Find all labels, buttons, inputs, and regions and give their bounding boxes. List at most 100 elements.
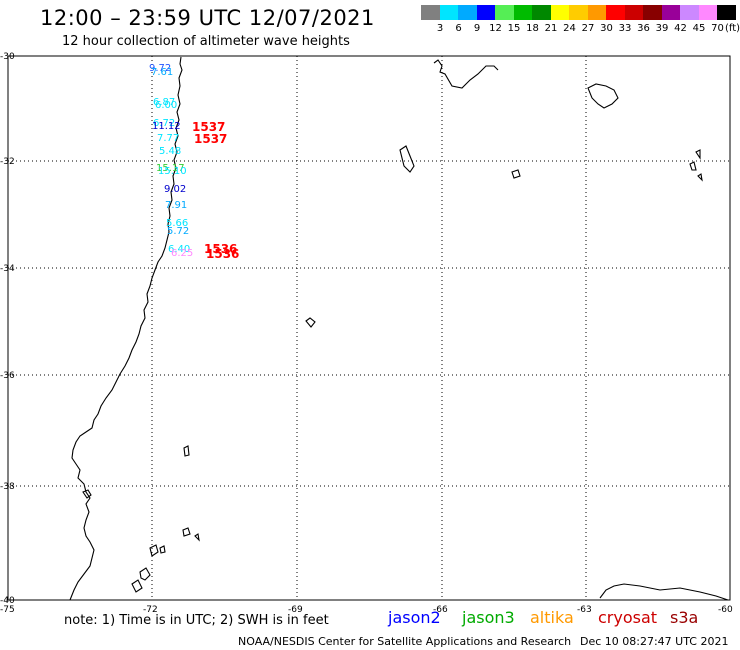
latitude-label: -38	[0, 482, 15, 492]
wave-height-label: 6.40	[168, 244, 190, 255]
coast-valdes-peninsula	[587, 83, 619, 109]
pass-time-label: 1537	[194, 132, 227, 146]
wave-height-label: 6.72	[153, 118, 175, 129]
map-title: 12:00 – 23:59 UTC 12/07/2021	[40, 6, 375, 30]
colorbar-swatch	[587, 5, 606, 20]
colorbar-swatch	[569, 5, 588, 20]
colorbar-label: 33	[618, 23, 632, 34]
coast-islet-13	[697, 173, 703, 182]
colorbar-swatch	[661, 5, 680, 20]
credit-line: NOAA/NESDIS Center for Satellite Applica…	[238, 635, 572, 648]
colorbar-swatch	[439, 5, 458, 20]
colorbar-swatch	[606, 5, 625, 20]
colorbar-label: 39	[655, 23, 669, 34]
coast-islet-9	[399, 145, 415, 173]
colorbar-swatch	[698, 5, 717, 20]
colorbar-label: 3	[436, 23, 444, 34]
longitude-label: -75	[0, 605, 15, 615]
legend-altika: altika	[530, 608, 574, 627]
colorbar-label: 27	[581, 23, 595, 34]
colorbar-label: 24	[563, 23, 576, 34]
latitude-label: -34	[0, 264, 15, 274]
colorbar-label: 9	[473, 23, 481, 34]
longitude-label: -69	[288, 605, 303, 615]
longitude-label: -63	[577, 605, 592, 615]
coast-islet-4	[131, 579, 143, 593]
coast-islet-5	[159, 545, 166, 554]
wave-height-label: 11.12	[152, 121, 181, 132]
pass-time-label: 1536	[206, 247, 239, 261]
colorbar-swatch	[550, 5, 569, 20]
map-frame	[7, 55, 731, 601]
colorbar-swatch	[495, 5, 514, 20]
wave-height-label: 5.66	[166, 218, 188, 229]
colorbar-label: 15	[507, 23, 521, 34]
legend-jason2: jason2	[388, 608, 441, 627]
colorbar-label: 45	[692, 23, 706, 34]
wave-height-label: 6.25	[171, 248, 193, 259]
latitude-labels: -30 -32 -34 -36 -38 -40	[0, 52, 15, 606]
colorbar-label: 30	[600, 23, 613, 34]
colorbar-swatch	[532, 5, 551, 20]
coast-islet-2	[149, 544, 159, 557]
longitude-label: -60	[718, 605, 733, 615]
wave-height-label: 15.10	[158, 166, 187, 177]
pass-time-label: 1537	[192, 120, 225, 134]
colorbar-swatch	[624, 5, 643, 20]
map-subtitle: 12 hour collection of altimeter wave hei…	[62, 34, 350, 49]
coast-islet-1	[82, 489, 92, 499]
colorbar-unit: (ft)	[725, 23, 740, 34]
wave-height-label: 9.02	[164, 184, 186, 195]
wave-height-label: 5.48	[159, 146, 181, 157]
longitude-label: -66	[433, 605, 448, 615]
wave-height-label: 7.91	[165, 200, 187, 211]
pass-time-label: 1536	[204, 242, 237, 256]
coast-islet-3	[139, 567, 151, 581]
colorbar-label: 12	[489, 23, 502, 34]
coast-islet-6	[182, 527, 191, 537]
colorbar-swatch	[513, 5, 532, 20]
coast-south-atlantic	[599, 583, 729, 601]
longitude-labels: -75 -72 -69 -66 -63 -60	[0, 605, 733, 615]
wave-height-label: 15.17	[156, 163, 185, 174]
latitude-label: -32	[0, 157, 15, 167]
colorbar-swatch	[717, 5, 736, 20]
colorbar-label: 36	[637, 23, 650, 34]
wave-height-label: 5.72	[167, 226, 189, 237]
wave-height-label: 9.72	[149, 63, 171, 74]
colorbar-swatch	[421, 5, 440, 20]
graticule	[8, 56, 730, 600]
colorbar-label: 18	[526, 23, 539, 34]
latitude-label: -30	[0, 52, 15, 62]
legend-s3a: s3a	[670, 608, 699, 627]
colorbar-label: 21	[544, 23, 558, 34]
colorbar-swatch	[458, 5, 477, 20]
footnote: note: 1) Time is in UTC; 2) SWH is in fe…	[64, 613, 329, 628]
coast-islet-8	[194, 533, 200, 542]
wave-height-label: 7.77	[157, 133, 179, 144]
legend-jason3: jason3	[462, 608, 515, 627]
latitude-label: -36	[0, 371, 15, 381]
coastline	[69, 56, 729, 601]
wave-height-label: 6.00	[155, 100, 177, 111]
coast-islet-12	[695, 149, 701, 160]
coast-islet-11	[689, 161, 697, 171]
colorbar-swatch	[680, 5, 699, 20]
wave-height-label: 6.87	[153, 97, 175, 108]
coast-isla-mocha	[305, 317, 316, 328]
wave-height-label: 7.61	[151, 67, 173, 78]
coastline-argentina	[433, 59, 499, 89]
generated-timestamp: Dec 10 08:27:47 UTC 2021	[580, 635, 729, 648]
latitude-label: -40	[0, 596, 15, 606]
legend-cryosat: cryosat	[598, 608, 658, 627]
colorbar-label: 6	[455, 23, 462, 34]
colorbar-swatch	[643, 5, 662, 20]
coast-islet-10	[511, 169, 521, 179]
coastline-chile	[69, 56, 183, 601]
longitude-label: -72	[143, 605, 158, 615]
colorbar-label: 42	[674, 23, 687, 34]
coast-islet-7	[183, 445, 190, 457]
colorbar-swatch	[476, 5, 495, 20]
